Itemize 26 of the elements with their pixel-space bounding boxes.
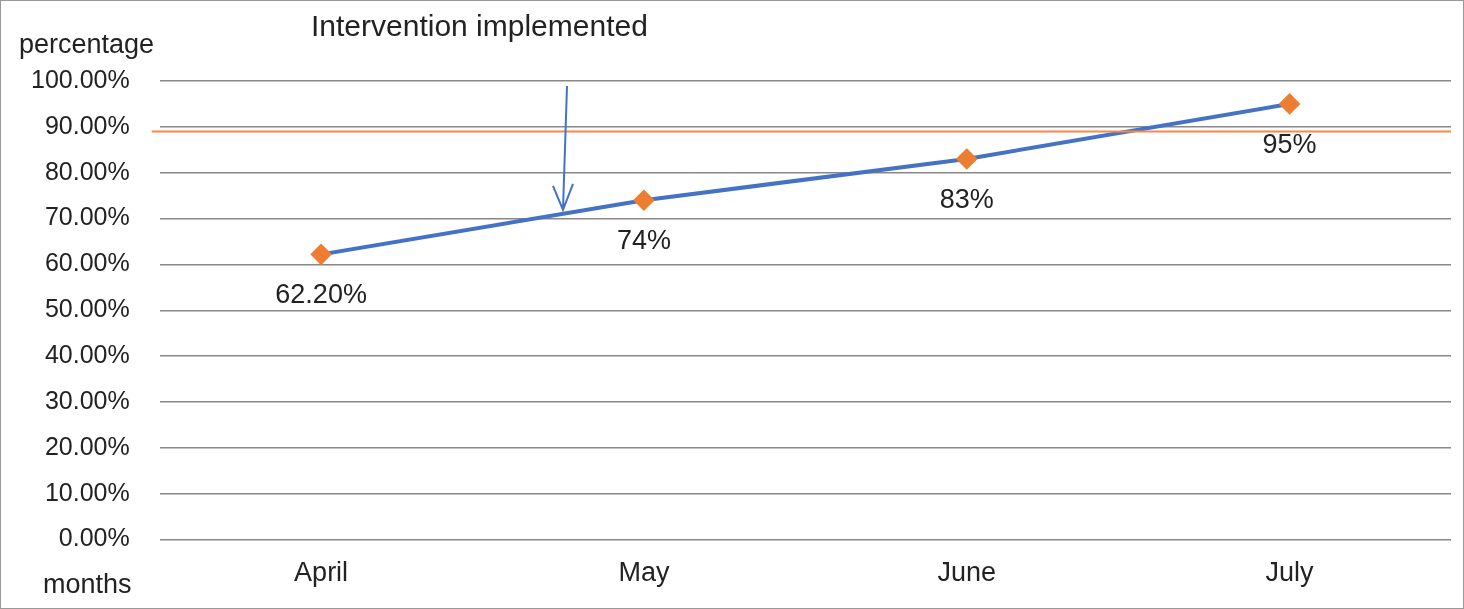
data-label: 74% bbox=[616, 225, 671, 256]
data-label: 62.20% bbox=[275, 279, 367, 310]
y-tick-label: 10.00% bbox=[44, 477, 130, 506]
y-tick-label: 50.00% bbox=[44, 294, 130, 323]
point bbox=[956, 148, 977, 169]
y-tick-label: 100.00% bbox=[30, 64, 130, 93]
point bbox=[1279, 93, 1300, 114]
y-tick-label: 0.00% bbox=[58, 523, 130, 552]
x-tick-label: May bbox=[618, 557, 670, 588]
y-tick-label: 40.00% bbox=[44, 340, 130, 369]
y-tick-label: 90.00% bbox=[44, 110, 130, 139]
y-tick-label: 70.00% bbox=[44, 202, 130, 231]
point bbox=[633, 190, 654, 211]
data-label: 83% bbox=[939, 183, 994, 214]
x-tick-label: July bbox=[1265, 557, 1315, 588]
y-tick-label: 60.00% bbox=[44, 248, 130, 277]
y-tick-label: 30.00% bbox=[44, 385, 130, 414]
x-tick-label: April bbox=[294, 557, 349, 588]
data-label: 95% bbox=[1262, 128, 1317, 159]
point bbox=[311, 244, 332, 265]
text: Intervention implemented bbox=[311, 9, 648, 43]
y-axis-title: percentage bbox=[19, 29, 155, 60]
x-axis-title: months bbox=[43, 569, 132, 600]
y-tick-label: 80.00% bbox=[44, 156, 130, 185]
x-tick-label: June bbox=[937, 557, 997, 588]
y-tick-label: 20.00% bbox=[44, 431, 130, 460]
